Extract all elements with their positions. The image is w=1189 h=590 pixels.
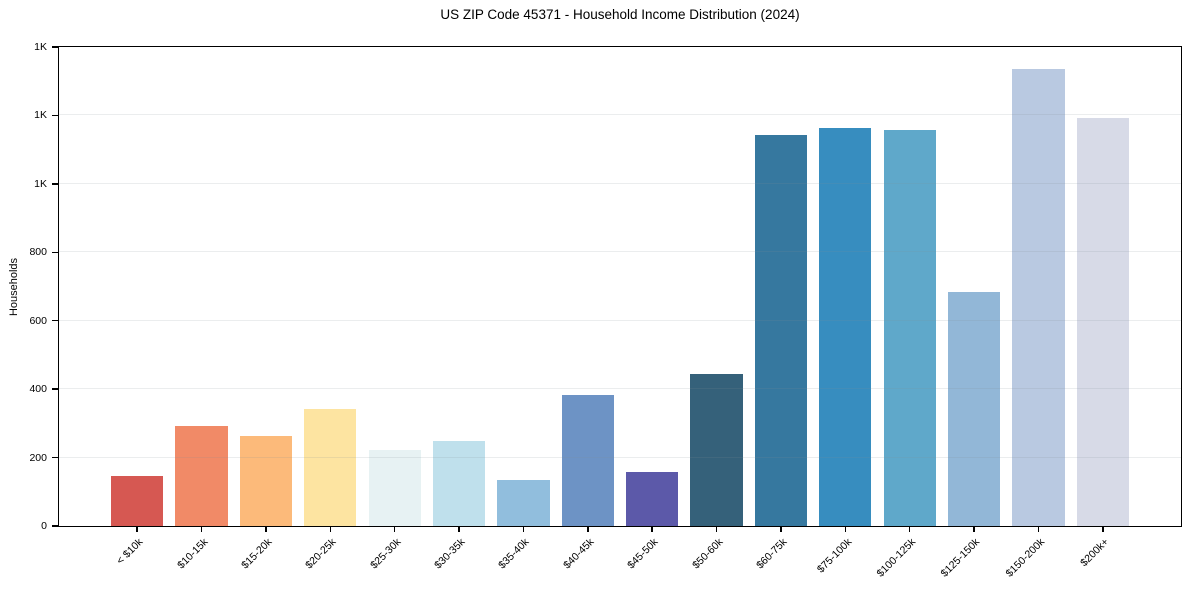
y-tick-label: 800 bbox=[29, 246, 47, 259]
bar-slot: $20-25k bbox=[298, 47, 362, 571]
x-tick-mark bbox=[715, 526, 718, 532]
bar bbox=[175, 426, 228, 526]
y-tick-mark bbox=[52, 183, 59, 185]
x-tick-mark bbox=[200, 526, 203, 532]
x-tick-mark bbox=[1102, 526, 1104, 532]
x-tick-mark bbox=[651, 526, 653, 532]
bar-slot: $25-30k bbox=[363, 47, 427, 571]
x-tick-label: $50-60k bbox=[689, 536, 726, 572]
bar bbox=[947, 292, 1001, 526]
bar-slot: $100-125k bbox=[875, 47, 942, 580]
x-tick-mark bbox=[1037, 526, 1040, 532]
x-tick-mark bbox=[265, 526, 267, 532]
bar bbox=[690, 374, 743, 526]
y-tick-mark bbox=[52, 319, 59, 322]
y-tick-label: 200 bbox=[29, 451, 47, 464]
bar-slot: $30-35k bbox=[427, 47, 491, 571]
bar bbox=[561, 394, 614, 526]
x-tick-label: $25-30k bbox=[367, 536, 404, 572]
x-tick-label: $40-45k bbox=[560, 536, 597, 572]
y-tick-mark bbox=[52, 388, 59, 390]
bar bbox=[754, 134, 807, 526]
x-tick-mark bbox=[780, 526, 782, 532]
x-tick-label: $200k+ bbox=[1078, 536, 1112, 570]
bar bbox=[239, 436, 292, 526]
x-tick-mark bbox=[522, 526, 525, 532]
bar bbox=[626, 472, 679, 526]
bar-slot: $40-45k bbox=[556, 47, 620, 571]
y-tick-label: 0 bbox=[41, 520, 47, 532]
y-tick-mark bbox=[52, 46, 59, 48]
bar-slot: $60-75k bbox=[749, 47, 813, 571]
x-tick-mark bbox=[844, 526, 847, 532]
y-tick-label: 600 bbox=[29, 314, 47, 327]
bar-slot: $50-60k bbox=[684, 47, 748, 571]
x-tick-label: $100-125k bbox=[874, 536, 919, 580]
bar-slot: $125-150k bbox=[939, 47, 1006, 580]
bar-slot: $200k+ bbox=[1071, 47, 1135, 569]
x-tick-mark bbox=[458, 526, 460, 532]
x-tick-mark bbox=[908, 526, 911, 532]
plot-area: < $10k $10-15k $15-20k $20-25k $25-30k $30-35… bbox=[29, 41, 1182, 580]
bars-row: < $10k $10-15k $15-20k $20-25k $25-30k $30-35… bbox=[59, 47, 1181, 580]
x-tick-mark bbox=[393, 526, 396, 532]
x-tick-label: $30-35k bbox=[432, 536, 468, 572]
bar bbox=[432, 441, 486, 526]
bar-slot: $45-50k bbox=[620, 47, 684, 571]
y-tick-mark bbox=[52, 456, 59, 459]
x-tick-label: $15-20k bbox=[239, 536, 275, 572]
bar bbox=[1012, 68, 1065, 526]
x-tick-label: $125-150k bbox=[938, 536, 983, 580]
bar bbox=[819, 127, 872, 526]
bar bbox=[304, 409, 357, 526]
y-tick-mark bbox=[52, 114, 59, 117]
y-tick-label: 1K bbox=[34, 177, 47, 190]
bar-slot: $75-100k bbox=[813, 47, 877, 575]
bar-slot: < $10k bbox=[105, 47, 169, 567]
x-tick-mark bbox=[136, 526, 138, 532]
chart-title: US ZIP Code 45371 - Household Income Dis… bbox=[440, 7, 800, 22]
y-tick-label: 1K bbox=[34, 41, 47, 53]
x-tick-label: $60-75k bbox=[754, 536, 790, 572]
x-tick-label: $75-100k bbox=[814, 536, 854, 576]
x-tick-label: $10-15k bbox=[174, 536, 211, 572]
y-axis-title: Households bbox=[8, 257, 20, 316]
y-tick-mark bbox=[52, 251, 59, 254]
bar bbox=[1076, 118, 1129, 526]
x-tick-label: < $10k bbox=[114, 536, 146, 567]
y-tick-label: 400 bbox=[29, 383, 47, 396]
bar-slot: $15-20k bbox=[234, 47, 298, 571]
x-tick-label: $150-200k bbox=[1003, 536, 1047, 580]
bar-slot: $150-200k bbox=[1003, 47, 1070, 580]
x-tick-mark bbox=[329, 526, 332, 532]
x-tick-mark bbox=[587, 526, 589, 532]
x-tick-label: $20-25k bbox=[303, 536, 339, 572]
bar-slot: $10-15k bbox=[169, 47, 233, 571]
bar bbox=[883, 130, 936, 526]
y-axis-title-wrap: Households bbox=[0, 46, 28, 527]
bar bbox=[111, 476, 164, 526]
x-tick-mark bbox=[973, 526, 975, 532]
x-tick-label: $35-40k bbox=[496, 536, 532, 572]
x-tick-label: $45-50k bbox=[625, 536, 661, 572]
bar-slot: $35-40k bbox=[491, 47, 555, 571]
y-tick-label: 1K bbox=[34, 109, 47, 122]
bar bbox=[368, 450, 421, 526]
y-tick-mark bbox=[52, 525, 59, 527]
bar bbox=[497, 480, 550, 526]
